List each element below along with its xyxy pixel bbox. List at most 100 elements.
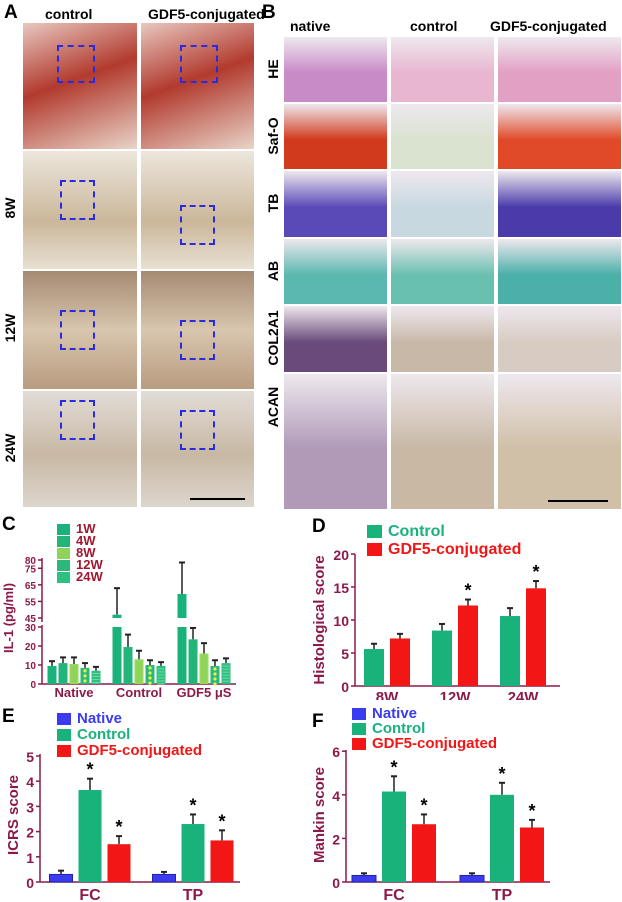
- y-tick-label: 55: [25, 597, 37, 608]
- legend-label: Native: [372, 705, 417, 722]
- bar-pattern: [213, 682, 217, 686]
- panel-a-row-24w: 24W: [2, 433, 18, 463]
- legend-swatch: [352, 708, 366, 720]
- bar-control: [382, 791, 406, 882]
- bar-pattern: [213, 672, 217, 676]
- bar-pattern: [70, 664, 78, 684]
- y-tick-label: 0: [341, 679, 349, 695]
- x-tick-label: 24W: [508, 689, 540, 700]
- y-tick-label: 10: [333, 613, 349, 629]
- y-tick-label: 75: [25, 564, 37, 575]
- axis-break: [177, 618, 188, 627]
- y-tick-label: 80: [25, 556, 37, 567]
- bar-pattern: [148, 681, 152, 685]
- bar-gdf5-conjugated: [107, 844, 131, 882]
- significance-star: *: [528, 801, 535, 821]
- bar-gdf5-conjugated: [210, 840, 234, 882]
- significance-star: *: [218, 811, 225, 831]
- y-tick-label: 4: [26, 774, 34, 790]
- dashed-roi-box: [57, 45, 95, 83]
- dashed-roi-box: [180, 320, 215, 360]
- photo-b-0-0: [283, 36, 388, 103]
- photo-b-0-1: [390, 36, 495, 103]
- photo-a-2-1: [140, 270, 255, 390]
- photo-b-5-0: [283, 373, 388, 510]
- legend-swatch: [352, 738, 366, 750]
- significance-star: *: [532, 562, 539, 582]
- y-tick-label: 3: [26, 799, 34, 815]
- bar-pattern: [83, 679, 87, 683]
- bar-gdf5-conjugated: [390, 638, 410, 686]
- bar-8w: [69, 664, 79, 684]
- bar-1w: [112, 614, 122, 684]
- panel-b-label: B: [262, 2, 276, 23]
- photo-b-3-0: [283, 238, 388, 305]
- dashed-roi-box: [180, 205, 215, 245]
- y-tick-label: 45: [25, 614, 37, 625]
- photo-b-4-1: [390, 305, 495, 373]
- legend-swatch: [57, 560, 70, 571]
- bar-8w: [134, 659, 144, 684]
- y-tick-label: 5: [26, 749, 34, 765]
- bar-4w: [58, 663, 68, 684]
- bar-pattern: [148, 676, 152, 680]
- y-tick-label: 30: [25, 623, 37, 634]
- legend-label: 1W: [76, 521, 96, 536]
- photo-a-1-0: [22, 150, 138, 270]
- dashed-roi-box: [180, 410, 215, 450]
- photo-a-1-1: [140, 150, 255, 270]
- legend-label: GDF5-conjugated: [388, 541, 521, 558]
- legend-label: 4W: [76, 533, 96, 548]
- legend-label: GDF5-conjugated: [372, 735, 497, 752]
- panel-a-col-gdf5: GDF5-conjugated: [148, 6, 265, 22]
- panel-label: F: [312, 711, 324, 732]
- legend-label: Native: [77, 710, 122, 727]
- y-tick-label: 15: [333, 580, 349, 596]
- bar-control: [432, 630, 452, 686]
- dashed-roi-box: [180, 45, 218, 83]
- photo-a-2-0: [22, 270, 138, 390]
- bar-gdf5-conjugated: [520, 827, 544, 882]
- bar-24w: [221, 663, 231, 684]
- bar-control: [78, 790, 102, 882]
- bar-pattern: [200, 654, 208, 684]
- panel-b-row-label: AB: [265, 260, 281, 281]
- bar-pattern: [148, 671, 152, 675]
- photo-b-1-0: [283, 103, 388, 170]
- x-tick-label: FC: [383, 887, 405, 902]
- panel-a-row-12w: 12W: [2, 313, 18, 343]
- legend-swatch: [57, 536, 70, 547]
- bar-pattern: [83, 669, 87, 673]
- panel-label: C: [2, 514, 16, 535]
- bar-pattern: [213, 677, 217, 681]
- bar-native: [351, 874, 377, 883]
- panel-a-label: A: [4, 2, 18, 23]
- legend-label: 12W: [76, 557, 103, 572]
- legend-label: Control: [388, 523, 445, 540]
- significance-star: *: [390, 757, 397, 777]
- scale-bar-a: [190, 498, 245, 500]
- axis-break: [112, 618, 123, 627]
- bar-native: [152, 873, 176, 883]
- x-tick-label: Native: [54, 685, 93, 700]
- panel-b-row-label: TB: [265, 193, 281, 213]
- dashed-roi-box: [60, 180, 95, 220]
- panel-b-row-label: ACAN: [265, 386, 281, 428]
- legend-swatch: [352, 723, 366, 735]
- legend-label: Control: [372, 720, 425, 737]
- bar-control: [181, 824, 205, 882]
- x-tick-label: Control: [116, 685, 162, 700]
- legend-label: 8W: [76, 545, 96, 560]
- y-tick-label: 20: [333, 547, 349, 563]
- y-tick-label: 5: [341, 646, 349, 662]
- photo-b-1-1: [390, 103, 495, 170]
- y-axis-label: Histological score: [311, 555, 328, 684]
- bar-control: [490, 794, 514, 882]
- dashed-roi-box: [60, 400, 95, 440]
- photo-b-5-1: [390, 373, 495, 510]
- legend-swatch: [57, 729, 71, 741]
- y-axis-label: Mankin score: [311, 767, 328, 863]
- bar-control: [500, 616, 520, 686]
